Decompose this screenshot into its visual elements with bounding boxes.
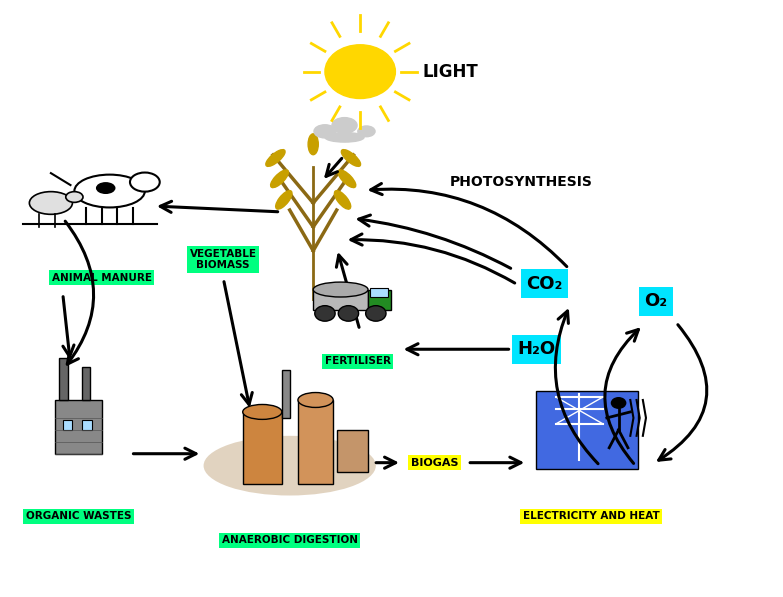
Text: VEGETABLE
BIOMASS: VEGETABLE BIOMASS [189, 249, 257, 270]
Text: H₂O: H₂O [518, 340, 555, 358]
Bar [63, 420, 72, 430]
Ellipse shape [309, 134, 318, 155]
Bar [59, 358, 68, 400]
Bar [370, 288, 388, 297]
Bar [243, 412, 282, 484]
Ellipse shape [298, 393, 334, 408]
Text: ORGANIC WASTES: ORGANIC WASTES [26, 512, 131, 521]
Bar [313, 290, 368, 310]
Text: FERTILISER: FERTILISER [325, 356, 391, 366]
Bar [55, 400, 102, 454]
Text: PHOTOSYNTHESIS: PHOTOSYNTHESIS [450, 175, 593, 189]
Circle shape [338, 306, 359, 321]
Bar [298, 400, 333, 484]
Bar [337, 430, 368, 472]
Circle shape [325, 45, 395, 99]
Circle shape [366, 306, 386, 321]
Ellipse shape [332, 118, 357, 133]
Ellipse shape [96, 182, 116, 194]
Circle shape [611, 397, 626, 409]
Text: ANAEROBIC DIGESTION: ANAEROBIC DIGESTION [222, 536, 358, 545]
Bar [536, 391, 638, 469]
Circle shape [315, 306, 335, 321]
Ellipse shape [313, 282, 368, 297]
Ellipse shape [265, 150, 285, 167]
Ellipse shape [358, 126, 375, 137]
Bar [368, 290, 392, 310]
Ellipse shape [243, 405, 282, 419]
Ellipse shape [276, 190, 292, 209]
Text: ANIMAL MANURE: ANIMAL MANURE [52, 273, 152, 282]
Text: O₂: O₂ [644, 293, 668, 310]
Ellipse shape [341, 150, 361, 167]
Ellipse shape [271, 170, 288, 187]
Bar [82, 420, 92, 430]
Ellipse shape [314, 125, 336, 138]
Ellipse shape [325, 133, 364, 142]
Text: BIOGAS: BIOGAS [411, 458, 458, 467]
Ellipse shape [74, 174, 145, 207]
Text: CO₂: CO₂ [526, 275, 562, 293]
Ellipse shape [204, 436, 376, 496]
Ellipse shape [334, 190, 351, 209]
Bar [82, 367, 90, 400]
Ellipse shape [130, 173, 160, 192]
Ellipse shape [338, 170, 355, 187]
Ellipse shape [30, 192, 73, 214]
Text: LIGHT: LIGHT [423, 63, 478, 81]
Text: ELECTRICITY AND HEAT: ELECTRICITY AND HEAT [523, 512, 659, 521]
Bar [282, 370, 290, 418]
Ellipse shape [66, 192, 83, 202]
